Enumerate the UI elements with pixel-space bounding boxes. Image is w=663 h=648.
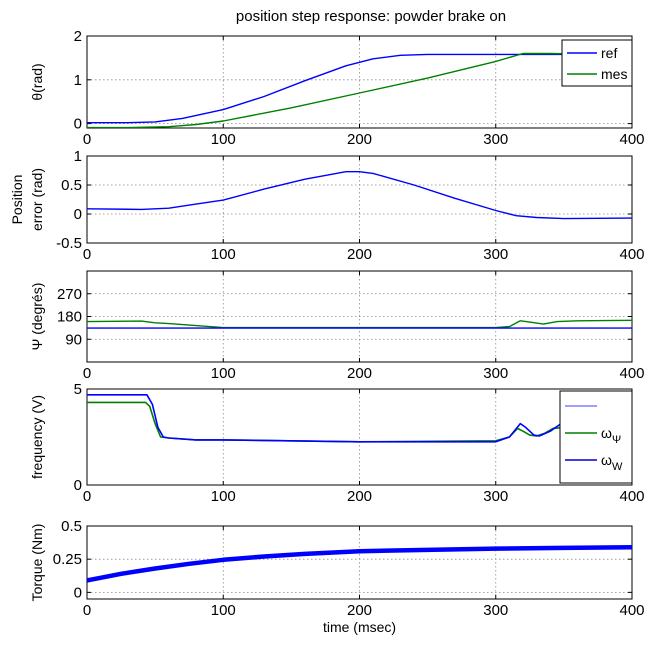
y-axis-label: Ψ (degrés) — [29, 283, 45, 351]
x-tick-label: 0 — [83, 602, 91, 619]
x-tick-label: 0 — [83, 488, 91, 505]
y-tick-label: 270 — [57, 286, 82, 303]
y-tick-label: 0 — [74, 477, 82, 494]
x-tick-label: 300 — [483, 365, 508, 382]
x-tick-label: 200 — [347, 488, 372, 505]
legend-label: mes — [601, 66, 627, 82]
y-tick-label: 0.25 — [53, 551, 82, 568]
figure-title: position step response: powder brake on — [236, 8, 506, 25]
x-tick-label: 300 — [483, 131, 508, 148]
y-tick-label: 1 — [74, 148, 82, 165]
series-line-s1 — [87, 170, 632, 220]
y-tick-label: 0.5 — [61, 518, 82, 535]
x-tick-label: 100 — [211, 488, 236, 505]
x-tick-label: 200 — [347, 365, 372, 382]
x-tick-label: 200 — [347, 602, 372, 619]
x-tick-label: 0 — [83, 246, 91, 263]
series-line-s2 — [87, 393, 567, 443]
y-tick-label: 2 — [74, 28, 82, 45]
y-axis-label-line2: error (rad) — [29, 168, 45, 231]
y-tick-label: 1 — [74, 72, 82, 89]
y-tick-label: 0.5 — [61, 177, 82, 194]
series-line-ref — [87, 53, 632, 124]
y-tick-label: 180 — [57, 309, 82, 326]
y-axis-label: θ(rad) — [29, 63, 45, 100]
x-tick-label: 300 — [483, 602, 508, 619]
x-axis-label: time (msec) — [323, 619, 396, 635]
x-tick-label: 300 — [483, 488, 508, 505]
y-axis-label-line1: Position — [9, 175, 25, 225]
legend-box — [561, 39, 633, 87]
x-tick-label: 200 — [347, 246, 372, 263]
legend: ωΨ ωW — [559, 390, 633, 484]
x-tick-label: 100 — [211, 365, 236, 382]
axes-box-1 — [86, 35, 633, 129]
x-tick-label: 300 — [483, 246, 508, 263]
x-tick-label: 400 — [619, 602, 644, 619]
x-tick-label: 0 — [83, 365, 91, 382]
legend-label: ref — [601, 45, 617, 61]
y-tick-label: 5 — [74, 381, 82, 398]
y-axis-label: Torque (Nm) — [29, 524, 45, 602]
x-tick-label: 400 — [619, 488, 644, 505]
series-line-mes — [87, 52, 632, 128]
x-tick-label: 100 — [211, 602, 236, 619]
x-tick-label: 400 — [619, 365, 644, 382]
y-tick-label: 0 — [74, 116, 82, 133]
subplot-4: 0 100 200 300 400 0 5 frequency (V) ωΨ ωW — [29, 381, 645, 505]
y-tick-label: -0.5 — [56, 235, 82, 252]
subplot-1: 0 100 200 300 400 0 1 2 θ(rad) ref mes — [29, 28, 645, 148]
legend-label: ωW — [601, 452, 623, 473]
legend: ref mes — [561, 39, 633, 87]
x-tick-label: 200 — [347, 131, 372, 148]
subplot-3: 0 100 200 300 400 90 180 270 Ψ (degrés) — [29, 270, 645, 382]
x-tick-label: 400 — [619, 246, 644, 263]
y-tick-label: 90 — [65, 331, 82, 348]
x-tick-label: 0 — [83, 131, 91, 148]
legend-label: ωΨ — [601, 425, 621, 446]
x-tick-label: 100 — [211, 131, 236, 148]
series-line-s1 — [87, 544, 632, 583]
x-tick-label: 100 — [211, 246, 236, 263]
subplot-5: 0 100 200 300 400 0 0.25 0.5 Torque (Nm) time (ms… — [29, 518, 645, 635]
y-tick-label: 0 — [74, 206, 82, 223]
y-tick-label: 0 — [74, 584, 82, 601]
x-tick-label: 400 — [619, 131, 644, 148]
y-axis-label: frequency (V) — [29, 395, 45, 479]
